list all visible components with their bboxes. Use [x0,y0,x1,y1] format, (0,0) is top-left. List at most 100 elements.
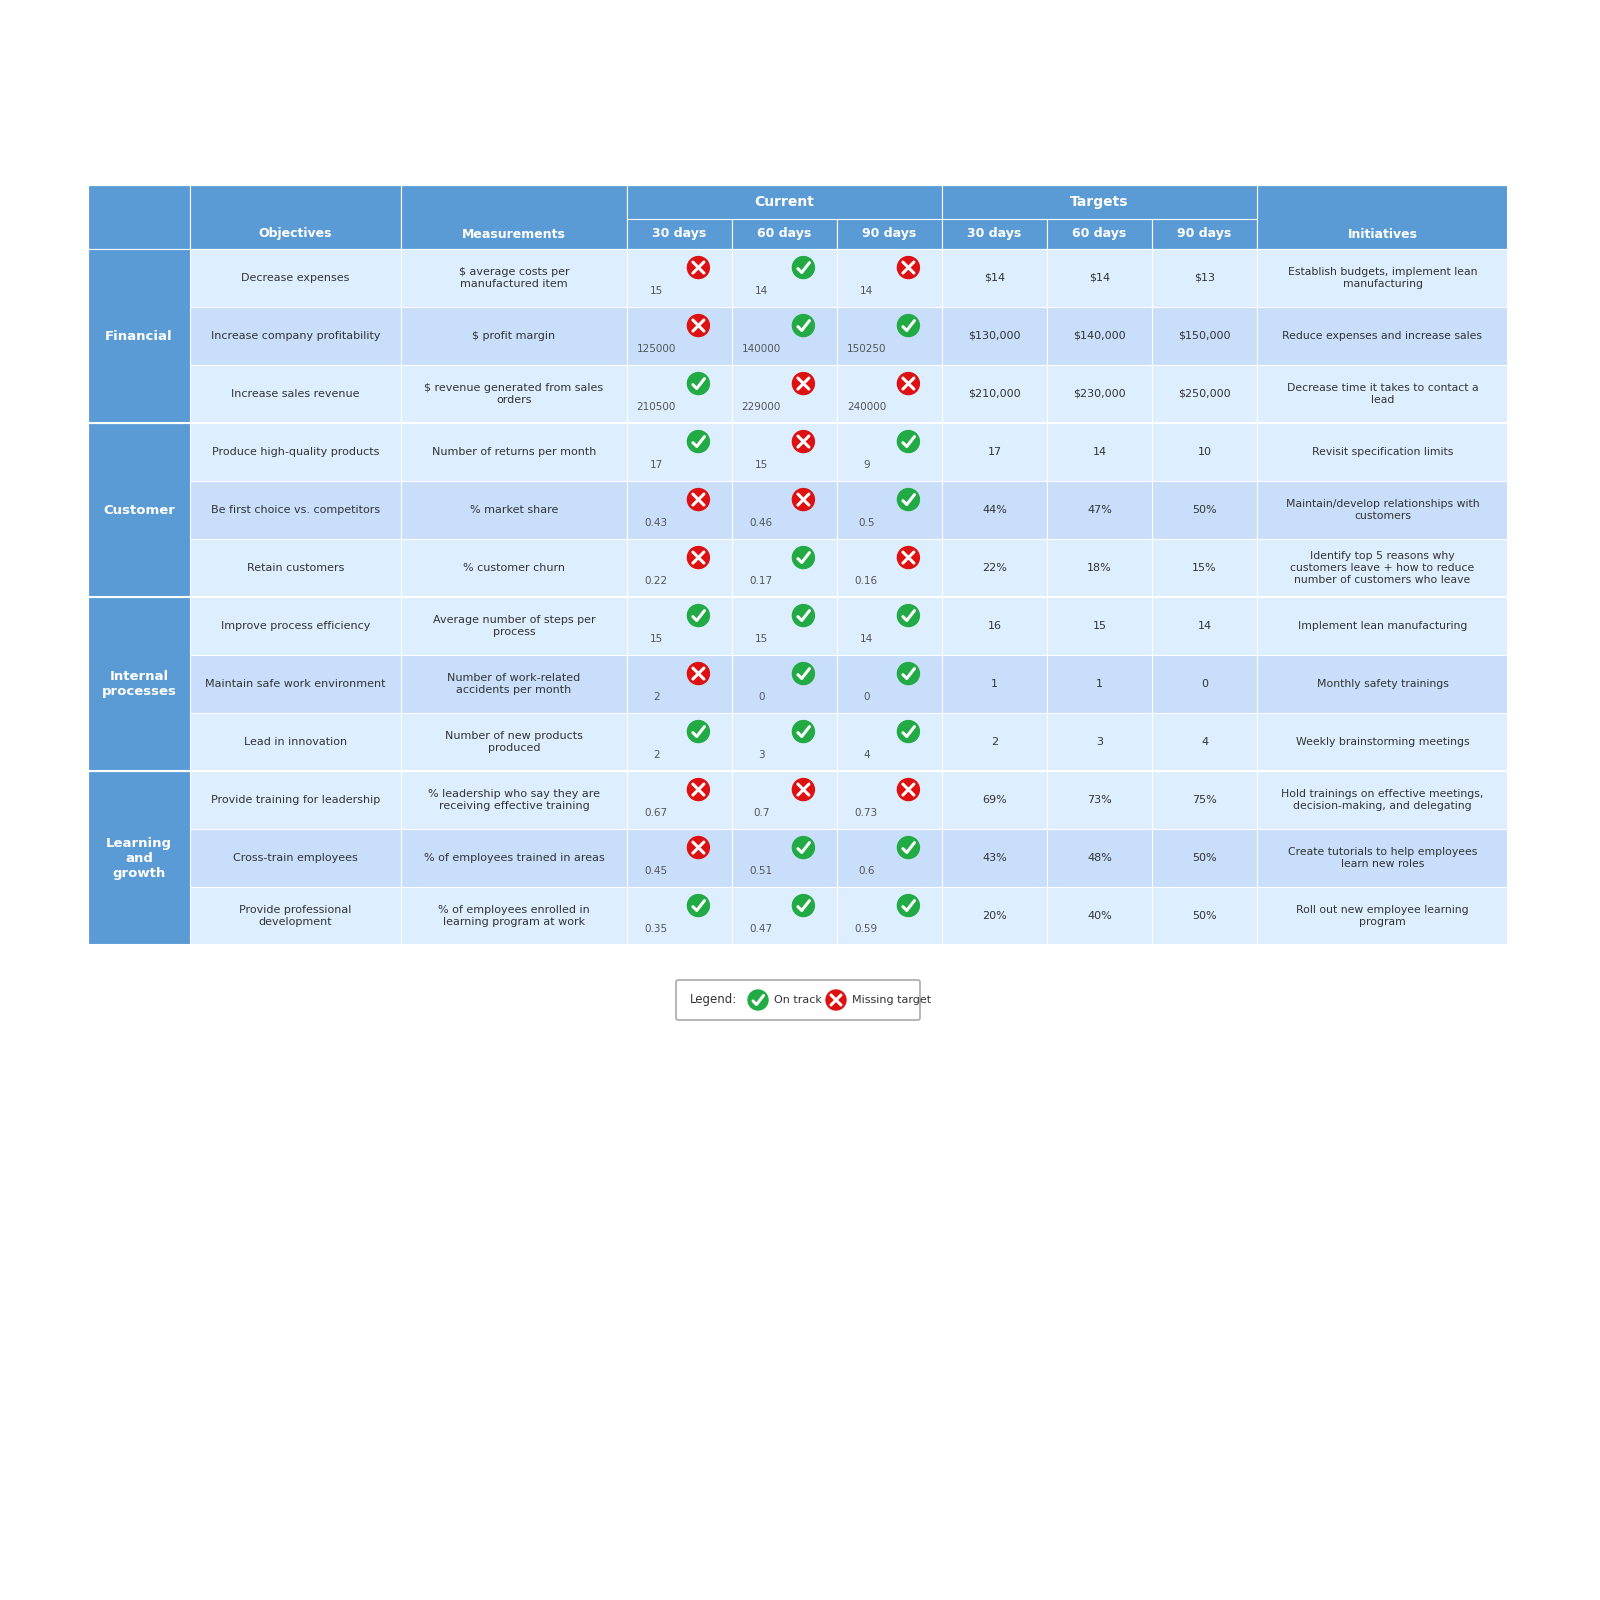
Bar [88,186,190,250]
Text: 2: 2 [990,738,998,747]
Bar [1258,482,1507,539]
Bar [627,186,733,250]
Bar [627,597,733,654]
Bar [733,829,837,886]
Text: Identify top 5 reasons why
customers leave + how to reduce
number of customers w: Identify top 5 reasons why customers lea… [1290,552,1475,584]
Bar [627,829,733,886]
Circle shape [826,990,846,1010]
Text: 4: 4 [1202,738,1208,747]
Text: $ profit margin: $ profit margin [472,331,555,341]
Circle shape [688,430,709,453]
Bar [88,250,190,422]
Text: 0.67: 0.67 [645,808,667,818]
Text: Produce high-quality products: Produce high-quality products [211,446,379,458]
Text: 210500: 210500 [637,402,677,411]
Bar [402,654,627,714]
Bar [1152,250,1258,307]
Bar [190,771,402,829]
Bar [837,186,942,250]
Bar [1046,307,1152,365]
Text: 0.17: 0.17 [750,576,773,586]
Text: 15: 15 [755,634,768,643]
Text: 17: 17 [987,446,1002,458]
Bar [627,422,733,482]
Bar [627,886,733,946]
Text: $13: $13 [1194,274,1214,283]
Bar [1152,829,1258,886]
Bar [627,250,733,307]
Text: 14: 14 [755,286,768,296]
Text: 0: 0 [1202,678,1208,690]
Bar [1258,250,1507,307]
Text: Hold trainings on effective meetings,
decision-making, and delegating: Hold trainings on effective meetings, de… [1282,789,1483,811]
Text: 14: 14 [859,634,874,643]
Text: 0.6: 0.6 [858,866,875,875]
Bar [1046,597,1152,654]
Bar [1258,771,1507,829]
Text: 50%: 50% [1192,853,1218,862]
Bar [733,186,837,250]
Text: 10: 10 [1197,446,1211,458]
Bar [402,597,627,654]
Bar [1258,365,1507,422]
Text: 150250: 150250 [846,344,886,354]
Text: 4: 4 [862,750,870,760]
Bar [837,597,942,654]
Text: Reduce expenses and increase sales: Reduce expenses and increase sales [1283,331,1483,341]
Text: Average number of steps per
process: Average number of steps per process [432,616,595,637]
Text: 15: 15 [650,286,662,296]
Circle shape [792,430,814,453]
Text: 60 days: 60 days [1072,227,1126,240]
Text: Weekly brainstorming meetings: Weekly brainstorming meetings [1296,738,1469,747]
Text: 30 days: 30 days [968,227,1022,240]
Bar [733,714,837,771]
Text: Improve process efficiency: Improve process efficiency [221,621,370,630]
Bar [1046,422,1152,482]
Text: 60 days: 60 days [757,227,811,240]
Bar [190,886,402,946]
Bar [627,654,733,714]
Text: Increase company profitability: Increase company profitability [211,331,381,341]
Text: 48%: 48% [1086,853,1112,862]
Text: % market share: % market share [470,506,558,515]
Text: 2: 2 [653,691,659,702]
Text: 18%: 18% [1086,563,1112,573]
Bar [1258,307,1507,365]
Bar [1258,539,1507,597]
Text: 15: 15 [650,634,662,643]
Text: 90 days: 90 days [1178,227,1232,240]
Circle shape [898,315,920,336]
Text: $14: $14 [1090,274,1110,283]
Circle shape [688,837,709,859]
Text: $140,000: $140,000 [1074,331,1126,341]
Bar [942,250,1046,307]
Text: 240000: 240000 [846,402,886,411]
Bar [942,422,1046,482]
Bar [402,186,627,250]
Text: Customer: Customer [102,504,174,517]
Text: 40%: 40% [1086,910,1112,922]
Bar [942,186,1046,250]
Text: Learning
and
growth: Learning and growth [106,837,173,880]
Circle shape [792,488,814,510]
Text: 0.47: 0.47 [750,923,773,934]
Circle shape [792,779,814,800]
Text: 125000: 125000 [637,344,677,354]
Text: 3: 3 [1096,738,1102,747]
Bar [733,771,837,829]
Circle shape [792,373,814,395]
Bar [1152,539,1258,597]
Text: $210,000: $210,000 [968,389,1021,398]
Bar [402,365,627,422]
Bar [190,829,402,886]
Bar [1152,654,1258,714]
Text: 14: 14 [1197,621,1211,630]
Circle shape [898,605,920,627]
Circle shape [688,488,709,510]
Bar [402,307,627,365]
Circle shape [898,894,920,917]
Text: Cross-train employees: Cross-train employees [234,853,358,862]
Text: 3: 3 [758,750,765,760]
Circle shape [688,662,709,685]
Bar [190,597,402,654]
